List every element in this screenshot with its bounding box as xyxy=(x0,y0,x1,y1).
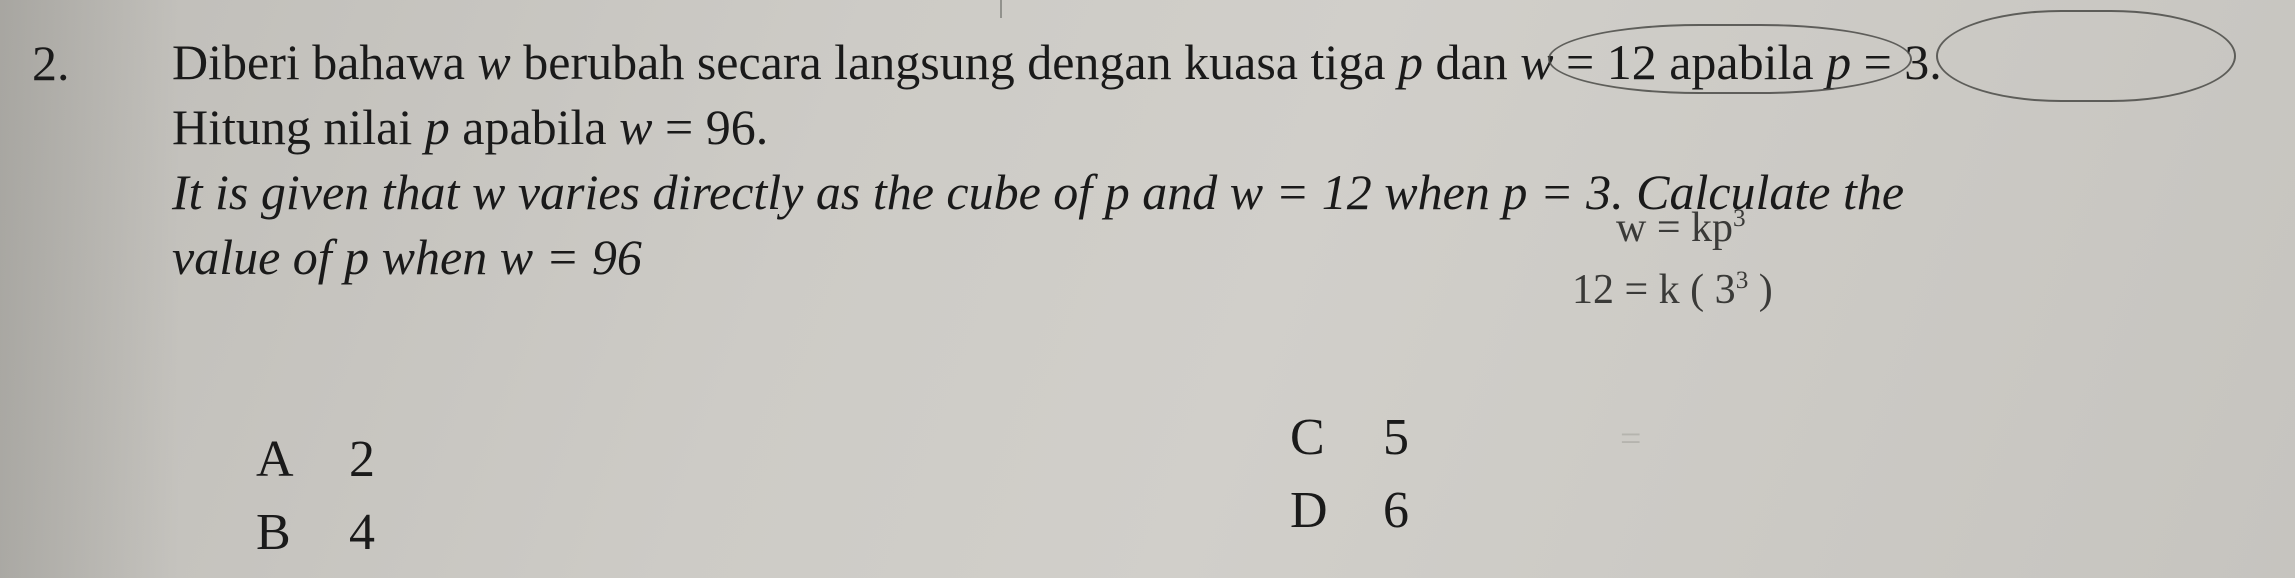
text: = 96 xyxy=(533,229,642,285)
options-right-col: C 5 D 6 xyxy=(1290,408,1409,554)
question-number: 2. xyxy=(32,34,70,92)
var-w: w xyxy=(1230,164,1263,220)
var-p: p xyxy=(344,229,369,285)
text: when xyxy=(1384,164,1502,220)
var-w: w xyxy=(619,99,652,155)
var-p: p xyxy=(425,99,450,155)
page-top-mark xyxy=(1000,0,1002,18)
handwritten-eq-2: 12 = k ( 33 ) xyxy=(1572,268,1773,311)
text: dan xyxy=(1423,34,1520,90)
page: { "question": { "number": "2.", "malay_l… xyxy=(0,0,2295,578)
malay-line-1: Diberi bahawa w berubah secara langsung … xyxy=(172,30,2255,95)
option-c: C 5 xyxy=(1290,408,1409,467)
option-value: 5 xyxy=(1383,409,1409,466)
text: = 12 xyxy=(1263,164,1384,220)
option-letter: D xyxy=(1290,481,1370,540)
hand-sup: 3 xyxy=(1733,205,1746,232)
var-p: p xyxy=(1398,34,1423,90)
option-letter: A xyxy=(256,430,336,489)
option-value: 2 xyxy=(349,431,375,488)
hand-text: w = kp xyxy=(1616,205,1733,251)
var-w: w xyxy=(1520,34,1553,90)
option-b: B 4 xyxy=(256,503,375,562)
text: = 96. xyxy=(653,99,769,155)
text: It is given that xyxy=(172,164,472,220)
english-line-2: value of p when w = 96 xyxy=(172,225,2255,290)
text: Hitung nilai xyxy=(172,99,425,155)
malay-line-2: Hitung nilai p apabila w = 96. xyxy=(172,95,2255,160)
var-p: p xyxy=(1105,164,1130,220)
handwritten-eq-1: w = kp3 xyxy=(1616,206,1746,249)
var-p: p xyxy=(1826,34,1851,90)
var-w: w xyxy=(472,164,505,220)
var-p: p xyxy=(1502,164,1527,220)
hand-text: ) xyxy=(1748,267,1773,313)
text: Diberi bahawa xyxy=(172,34,477,90)
page-shadow xyxy=(0,0,180,578)
hand-sup: 3 xyxy=(1736,267,1749,294)
text: when xyxy=(369,229,500,285)
var-w: w xyxy=(500,229,533,285)
faint-mark: = xyxy=(1620,420,1641,458)
question-body: Diberi bahawa w berubah secara langsung … xyxy=(172,30,2255,290)
option-value: 4 xyxy=(349,504,375,561)
text: value of xyxy=(172,229,344,285)
options-left-col: A 2 B 4 xyxy=(256,430,375,576)
text: apabila xyxy=(450,99,619,155)
option-d: D 6 xyxy=(1290,481,1409,540)
var-w: w xyxy=(477,34,510,90)
text: = 3. xyxy=(1851,34,1942,90)
option-letter: C xyxy=(1290,408,1370,467)
option-letter: B xyxy=(256,503,336,562)
text: varies directly as the cube of xyxy=(505,164,1104,220)
text: = 12 apabila xyxy=(1554,34,1827,90)
text: berubah secara langsung dengan kuasa tig… xyxy=(511,34,1398,90)
text: and xyxy=(1130,164,1230,220)
hand-text: 12 = k ( 3 xyxy=(1572,267,1736,313)
option-a: A 2 xyxy=(256,430,375,489)
option-value: 6 xyxy=(1383,482,1409,539)
english-line-1: It is given that w varies directly as th… xyxy=(172,160,2255,225)
